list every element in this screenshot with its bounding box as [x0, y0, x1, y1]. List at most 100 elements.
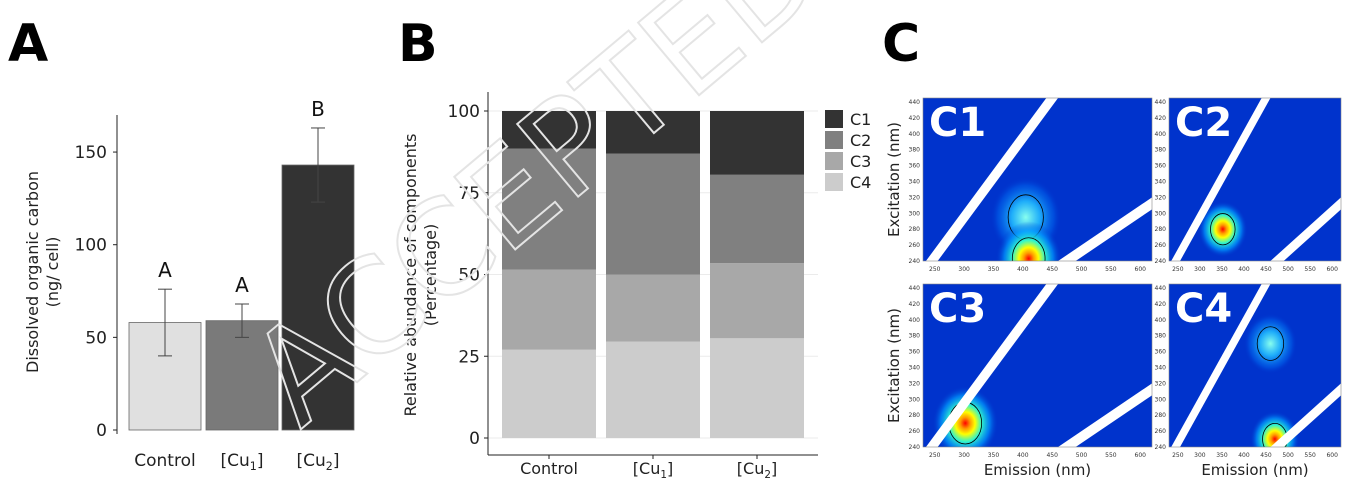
component-label: C4	[1175, 286, 1232, 332]
y-tick-label: 260	[909, 428, 921, 435]
x-axis-label: Emission (nm)	[984, 461, 1091, 479]
stack-segment-c3	[606, 274, 700, 342]
x-tick-label: 450	[1260, 266, 1272, 273]
stack-segment-c2	[606, 153, 700, 275]
x-tick-label: 450	[1046, 266, 1058, 273]
component-label: C2	[1175, 100, 1232, 146]
stack-segment-c3	[502, 269, 596, 350]
panel-a-plot: 0 50 100 150 Dissolved organic carbon (ng/ ce…	[23, 97, 355, 473]
x-tick-label: 250	[1172, 452, 1184, 459]
y-tick-label: 280	[1155, 412, 1167, 419]
x-tick-label: 350	[988, 266, 1000, 273]
second-order-scatter-band	[1058, 383, 1152, 447]
y-tick-label: 400	[1155, 317, 1167, 324]
y-axis-label-units: (ng/ cell)	[43, 237, 62, 308]
y-tick-label: 0	[469, 429, 480, 449]
y-tick-label: 300	[909, 210, 921, 217]
significance-letter: B	[311, 97, 325, 121]
panel-c-plots: C1 250 300 350 400 450 500 550 600 240 260 280 300 32…	[885, 97, 1342, 479]
panel-b-plot: 0 25 50 75 100 Relative abundance of componen…	[401, 92, 871, 479]
x-tick-label: [Cu1]	[221, 451, 264, 473]
y-tick-label: 420	[1155, 301, 1167, 308]
eem-map-c4: C4 250 300 350 400 450 500 550 600 240 260 280 300 32…	[1155, 283, 1342, 479]
rayleigh-scatter-band	[925, 98, 1059, 261]
x-tick-label: [Cu2]	[297, 451, 340, 473]
second-order-scatter-band	[1270, 197, 1341, 261]
eem-map-c2: C2 250 300 350 400 450 500 550 600 240 260 280 300 32…	[1155, 97, 1342, 273]
y-tick-label: 440	[909, 99, 921, 106]
eem-map-content	[1169, 98, 1341, 261]
x-tick-label: 350	[1216, 452, 1228, 459]
y-tick-label: 300	[909, 396, 921, 403]
fluorescence-peak	[1198, 201, 1248, 258]
x-tick-label: 350	[1216, 266, 1228, 273]
x-tick-label: 500	[1282, 266, 1294, 273]
x-tick-label: 550	[1105, 452, 1117, 459]
x-tick-label: 600	[1326, 266, 1338, 273]
y-tick-label: 320	[1155, 194, 1167, 201]
significance-letter: A	[235, 273, 249, 297]
bar-2	[281, 164, 355, 431]
x-tick-label: 550	[1304, 266, 1316, 273]
y-tick-label: 280	[909, 412, 921, 419]
y-tick-label: 420	[909, 301, 921, 308]
x-tick-label: 500	[1282, 452, 1294, 459]
panel-letter-c: C	[882, 14, 921, 74]
panel-letter-a: A	[8, 14, 49, 74]
map-frame	[1168, 283, 1342, 448]
stack-segment-c4	[606, 341, 700, 438]
x-axis-label: Emission (nm)	[1201, 461, 1308, 479]
y-tick-label: 50	[85, 328, 107, 348]
stack-segment-c2	[502, 148, 596, 270]
x-tick-label: 450	[1046, 452, 1058, 459]
y-tick-label: 340	[1155, 178, 1167, 185]
x-tick-label: 250	[929, 452, 941, 459]
x-tick-label: Control	[134, 451, 195, 471]
stack-segment-c3	[710, 263, 804, 339]
legend-swatch	[825, 131, 843, 149]
second-order-scatter-band	[1270, 383, 1341, 447]
y-tick-label: 380	[1155, 333, 1167, 340]
legend-swatch	[825, 173, 843, 191]
significance-letter: A	[158, 258, 172, 282]
x-tick-label: [Cu2]	[737, 459, 777, 479]
rayleigh-scatter-band	[1171, 284, 1271, 447]
legend-swatch	[825, 152, 843, 170]
eem-map-c1: C1 250 300 350 400 450 500 550 600 240 260 280 300 32…	[885, 97, 1153, 273]
rayleigh-scatter-band	[1171, 98, 1271, 261]
y-tick-label: 400	[909, 317, 921, 324]
x-tick-label: 550	[1105, 266, 1117, 273]
x-tick-label: 400	[1017, 266, 1029, 273]
y-tick-label: 260	[909, 242, 921, 249]
y-tick-label: 440	[1155, 285, 1167, 292]
eem-map-content	[923, 284, 1152, 447]
contour-line	[1210, 213, 1236, 246]
x-tick-label: 600	[1135, 452, 1147, 459]
y-tick-label: 100	[448, 102, 480, 122]
y-tick-label: 340	[909, 178, 921, 185]
legend-label: C3	[850, 152, 871, 171]
fluorescence-peak	[995, 221, 1062, 261]
stack-segment-c1	[502, 111, 596, 149]
y-tick-label: 320	[909, 194, 921, 201]
x-tick-label: 500	[1076, 266, 1088, 273]
y-tick-label: 280	[1155, 226, 1167, 233]
y-tick-label: 360	[1155, 349, 1167, 356]
legend-label: C4	[850, 173, 871, 192]
y-tick-label: 340	[1155, 364, 1167, 371]
contour-line	[1011, 237, 1046, 261]
legend: C1 C2 C3 C4	[825, 110, 871, 192]
x-tick-label: 550	[1304, 452, 1316, 459]
y-tick-label: 360	[909, 163, 921, 170]
y-tick-label: 380	[909, 147, 921, 154]
stack-segment-c1	[710, 111, 804, 175]
legend-label: C1	[850, 110, 871, 129]
x-tick-label: 400	[1017, 452, 1029, 459]
y-tick-label: 240	[909, 258, 921, 265]
x-tick-label: Control	[520, 459, 578, 478]
component-label: C1	[929, 100, 986, 146]
component-label: C3	[929, 286, 986, 332]
x-tick-label: 300	[1194, 266, 1206, 273]
x-tick-label: 250	[929, 266, 941, 273]
y-tick-label: 320	[909, 380, 921, 387]
